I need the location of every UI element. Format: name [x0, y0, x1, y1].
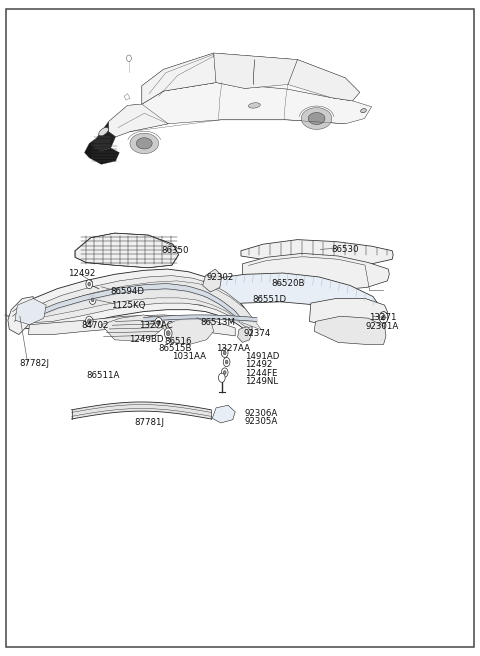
- Text: 86594D: 86594D: [111, 287, 145, 297]
- Polygon shape: [142, 53, 360, 104]
- Circle shape: [88, 282, 91, 286]
- Circle shape: [379, 312, 388, 323]
- Circle shape: [225, 360, 228, 364]
- Circle shape: [223, 351, 226, 355]
- Text: 12492: 12492: [68, 269, 95, 278]
- Polygon shape: [9, 276, 257, 328]
- Polygon shape: [8, 297, 33, 335]
- Text: 1125KQ: 1125KQ: [111, 300, 145, 310]
- Text: 12492: 12492: [245, 360, 272, 369]
- Text: 1491AD: 1491AD: [245, 352, 279, 361]
- Polygon shape: [162, 318, 214, 344]
- Circle shape: [164, 328, 172, 338]
- Polygon shape: [14, 269, 252, 335]
- Polygon shape: [238, 327, 252, 342]
- Polygon shape: [308, 113, 325, 125]
- Polygon shape: [101, 315, 163, 341]
- Polygon shape: [84, 144, 120, 165]
- Text: 92302: 92302: [206, 273, 234, 282]
- Text: 92306A: 92306A: [245, 409, 278, 418]
- Text: 86515B: 86515B: [158, 344, 192, 354]
- Circle shape: [127, 55, 132, 62]
- Text: 1031AA: 1031AA: [172, 352, 206, 361]
- Text: 86530: 86530: [331, 245, 359, 254]
- Polygon shape: [75, 233, 179, 268]
- Polygon shape: [89, 122, 116, 152]
- Text: 87781J: 87781J: [134, 419, 164, 428]
- Text: 86551D: 86551D: [252, 295, 286, 304]
- Text: 13271: 13271: [369, 313, 397, 322]
- Polygon shape: [288, 60, 360, 101]
- Text: 86511A: 86511A: [86, 371, 119, 380]
- Text: 1327AA: 1327AA: [216, 344, 250, 354]
- Circle shape: [166, 331, 170, 336]
- Text: 92301A: 92301A: [365, 321, 399, 331]
- Text: 1327AC: 1327AC: [140, 321, 173, 330]
- Polygon shape: [183, 273, 379, 323]
- Polygon shape: [203, 269, 222, 292]
- Polygon shape: [15, 298, 46, 325]
- Ellipse shape: [99, 127, 108, 136]
- Circle shape: [221, 368, 228, 377]
- Text: 86513M: 86513M: [201, 318, 236, 327]
- Polygon shape: [142, 53, 216, 104]
- Polygon shape: [136, 138, 152, 149]
- Circle shape: [155, 318, 162, 328]
- Polygon shape: [241, 239, 393, 266]
- Polygon shape: [4, 281, 262, 330]
- Polygon shape: [214, 53, 298, 89]
- Text: 86350: 86350: [162, 246, 189, 255]
- Text: 92305A: 92305A: [245, 417, 278, 426]
- Text: 84702: 84702: [81, 321, 108, 330]
- Circle shape: [218, 373, 225, 382]
- Circle shape: [85, 316, 93, 327]
- Polygon shape: [310, 298, 387, 329]
- Circle shape: [89, 295, 96, 304]
- Circle shape: [87, 319, 91, 324]
- Circle shape: [157, 320, 160, 325]
- Polygon shape: [108, 83, 372, 137]
- Polygon shape: [108, 104, 168, 137]
- Text: 1249BD: 1249BD: [129, 335, 164, 344]
- Circle shape: [223, 371, 226, 375]
- Text: 1249NL: 1249NL: [245, 377, 278, 386]
- Polygon shape: [301, 108, 332, 129]
- Text: 87782J: 87782J: [20, 359, 50, 368]
- Circle shape: [382, 315, 385, 320]
- Polygon shape: [242, 253, 389, 290]
- Text: 92374: 92374: [244, 329, 271, 338]
- Text: 1244FE: 1244FE: [245, 369, 277, 379]
- Polygon shape: [212, 405, 235, 423]
- Circle shape: [91, 298, 94, 302]
- Ellipse shape: [248, 103, 260, 108]
- Text: 86520B: 86520B: [271, 279, 305, 288]
- Polygon shape: [130, 133, 158, 154]
- Ellipse shape: [360, 109, 366, 113]
- Polygon shape: [28, 315, 235, 336]
- Circle shape: [221, 348, 228, 358]
- Text: 86516: 86516: [164, 337, 192, 346]
- Circle shape: [86, 279, 93, 289]
- Circle shape: [223, 358, 230, 367]
- Polygon shape: [314, 316, 386, 344]
